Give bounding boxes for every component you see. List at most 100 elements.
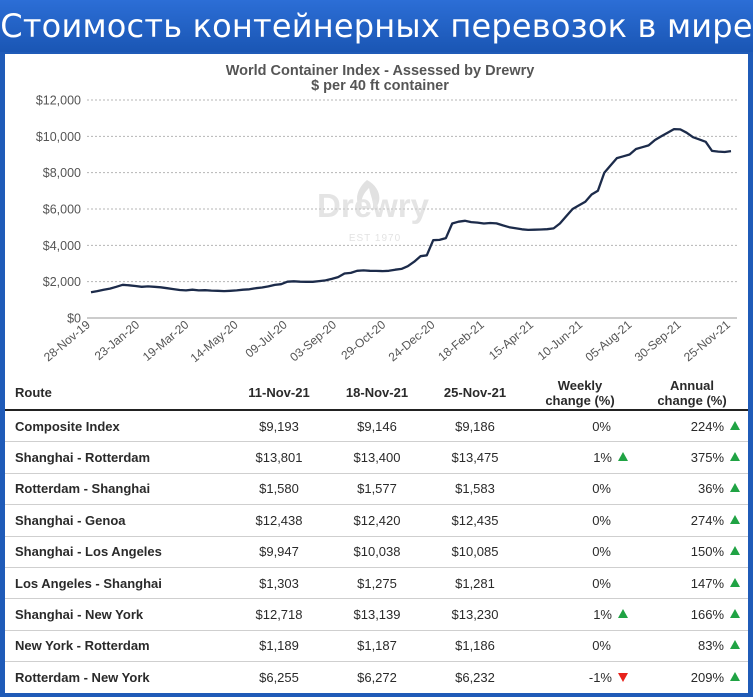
- x-tick-label: 09-Jul-20: [243, 317, 291, 360]
- arrow-up-icon: [730, 671, 740, 681]
- table-row: Los Angeles - Shanghai $1,303 $1,275 $1,281…: [5, 567, 748, 600]
- route-name: Los Angeles - Shanghai: [5, 567, 230, 600]
- price-25-nov-21: $12,435: [426, 504, 524, 537]
- price-11-nov-21: $1,303: [230, 567, 328, 600]
- table-header-row: Route 11-Nov-21 18-Nov-21 25-Nov-21 Week…: [5, 376, 748, 411]
- weekly-change-value: 0%: [592, 638, 611, 654]
- route-name: Shanghai - New York: [5, 598, 230, 631]
- price-11-nov-21: $6,255: [230, 661, 328, 693]
- y-tick-label: $6,000: [43, 203, 81, 217]
- price-18-nov-21: $1,275: [328, 567, 426, 600]
- price-18-nov-21: $1,577: [328, 473, 426, 506]
- series-line-composite-index: [90, 127, 732, 294]
- annual-change-value: 274%: [690, 512, 724, 528]
- table-row: Shanghai - New York $12,718 $13,139 $13,230…: [5, 598, 748, 631]
- annual-change: 36%: [636, 473, 748, 506]
- x-tick-label: 03-Sep-20: [287, 317, 339, 364]
- annual-change: 166%: [636, 598, 748, 631]
- weekly-change: -1%: [524, 661, 636, 693]
- price-25-nov-21: $13,475: [426, 441, 524, 474]
- price-11-nov-21: $9,947: [230, 536, 328, 568]
- header-weekly-line-1: Weekly: [557, 377, 603, 393]
- arrow-up-icon: [730, 609, 740, 619]
- x-tick-label: 23-Jan-20: [92, 317, 143, 363]
- chart-subtitle: $ per 40 ft container: [311, 78, 449, 94]
- header-annual-line-2: change (%): [657, 392, 727, 408]
- arrow-up-icon: [730, 514, 740, 524]
- x-tick-label: 24-Dec-20: [386, 317, 438, 364]
- price-18-nov-21: $13,139: [328, 598, 426, 631]
- annual-change: 375%: [636, 441, 748, 474]
- price-25-nov-21: $9,186: [426, 410, 524, 443]
- arrow-up-icon: [730, 452, 740, 462]
- weekly-change-value: 1%: [593, 607, 612, 623]
- arrow-up-icon: [730, 546, 740, 556]
- x-tick-label: 30-Sep-21: [632, 317, 684, 364]
- price-18-nov-21: $1,187: [328, 630, 426, 663]
- weekly-change-value: 0%: [592, 481, 611, 497]
- x-tick-label: 05-Aug-21: [583, 317, 635, 364]
- table-row: New York - Rotterdam $1,189 $1,187 $1,186 0%…: [5, 630, 748, 663]
- watermark-brand: Drewry: [317, 187, 430, 224]
- weekly-change: 0%: [524, 410, 636, 443]
- y-tick-label: $0: [67, 312, 81, 326]
- x-tick-label: 15-Apr-21: [486, 317, 536, 362]
- route-table: Route 11-Nov-21 18-Nov-21 25-Nov-21 Week…: [5, 376, 748, 693]
- price-25-nov-21: $13,230: [426, 598, 524, 631]
- weekly-change: 1%: [524, 441, 636, 474]
- price-11-nov-21: $1,580: [230, 473, 328, 506]
- container-index-chart: World Container Index - Assessed by Drew…: [36, 63, 737, 365]
- x-tick-label: 29-Oct-20: [338, 317, 388, 362]
- price-18-nov-21: $12,420: [328, 504, 426, 537]
- price-25-nov-21: $10,085: [426, 536, 524, 568]
- x-tick-label: 14-May-20: [188, 317, 241, 365]
- arrow-up-icon: [730, 577, 740, 587]
- header-annual-line-1: Annual: [669, 377, 715, 393]
- y-tick-label: $4,000: [43, 239, 81, 253]
- weekly-change: 0%: [524, 567, 636, 600]
- arrow-down-icon: [618, 672, 628, 682]
- table-row: Composite Index $9,193 $9,146 $9,186 0% 224%: [5, 410, 748, 443]
- y-tick-label: $2,000: [43, 275, 81, 289]
- annual-change-value: 375%: [690, 450, 724, 466]
- weekly-change-value: 0%: [592, 418, 611, 434]
- annual-change: 274%: [636, 504, 748, 537]
- price-11-nov-21: $12,438: [230, 504, 328, 537]
- annual-change: 150%: [636, 536, 748, 568]
- weekly-change-value: 1%: [593, 450, 612, 466]
- table-row: Shanghai - Genoa $12,438 $12,420 $12,435 0% 2…: [5, 504, 748, 537]
- price-18-nov-21: $6,272: [328, 661, 426, 693]
- price-11-nov-21: $12,718: [230, 598, 328, 631]
- x-tick-label: 18-Feb-21: [435, 317, 487, 364]
- header-date-1: 11-Nov-21: [230, 376, 328, 411]
- flame-icon: [357, 180, 380, 211]
- table-row: Shanghai - Rotterdam $13,801 $13,400 $13,47…: [5, 441, 748, 474]
- price-18-nov-21: $10,038: [328, 536, 426, 568]
- watermark-est: EST 1970: [349, 233, 401, 244]
- route-name: Composite Index: [5, 410, 230, 443]
- y-tick-label: $10,000: [36, 130, 81, 144]
- y-tick-label: $12,000: [36, 94, 81, 108]
- x-tick-label: 25-Nov-21: [681, 317, 733, 364]
- weekly-change: 0%: [524, 504, 636, 537]
- chart-title: World Container Index - Assessed by Drew…: [226, 63, 535, 79]
- route-name: Shanghai - Los Angeles: [5, 536, 230, 568]
- table-row: Rotterdam - New York $6,255 $6,272 $6,232 -1…: [5, 661, 748, 693]
- arrow-up-icon: [730, 640, 740, 650]
- header-date-3: 25-Nov-21: [426, 376, 524, 411]
- price-25-nov-21: $1,186: [426, 630, 524, 663]
- annual-change: 224%: [636, 410, 748, 443]
- annual-change-value: 224%: [690, 418, 724, 434]
- weekly-change-value: 0%: [592, 512, 611, 528]
- price-25-nov-21: $1,583: [426, 473, 524, 506]
- table-row: Shanghai - Los Angeles $9,947 $10,038 $10,0…: [5, 536, 748, 568]
- route-name: Rotterdam - New York: [5, 661, 230, 693]
- annual-change-value: 36%: [697, 481, 724, 497]
- price-11-nov-21: $13,801: [230, 441, 328, 474]
- route-name: Shanghai - Rotterdam: [5, 441, 230, 474]
- page-title: Стоимость контейнерных перевозок в мире: [0, 0, 753, 52]
- x-tick-label: 10-Jun-21: [535, 317, 586, 363]
- weekly-change-value: 0%: [592, 544, 611, 560]
- arrow-up-icon: [618, 609, 628, 619]
